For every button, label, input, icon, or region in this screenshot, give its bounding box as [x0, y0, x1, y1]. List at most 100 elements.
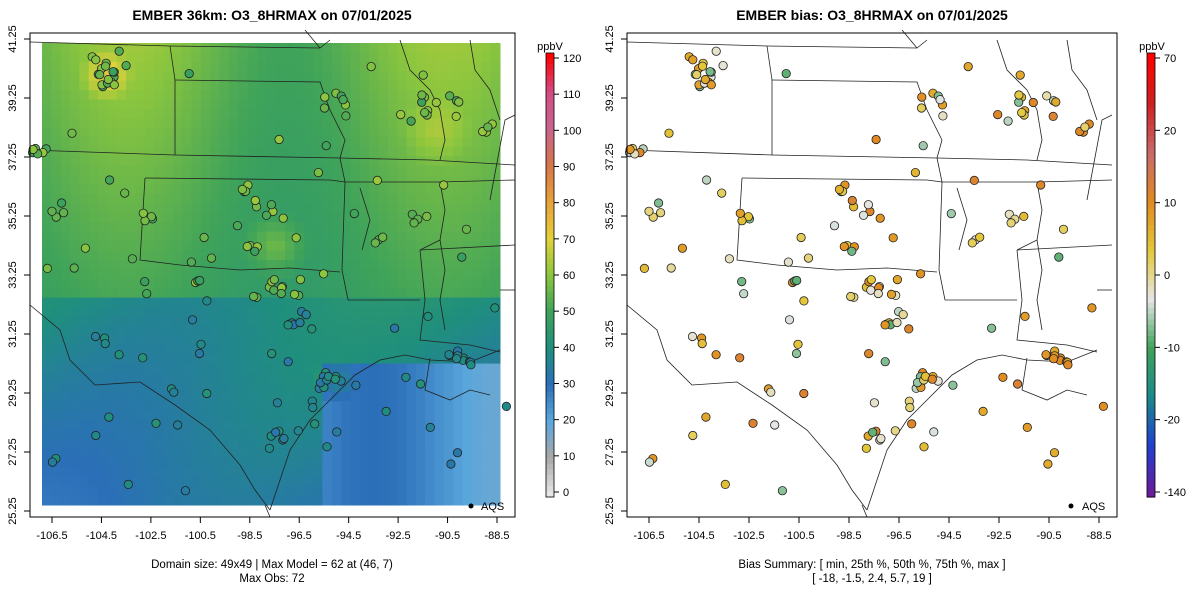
grid-cell: [88, 439, 99, 449]
grid-cell: [219, 382, 230, 393]
grid-cell: [238, 52, 249, 63]
grid-cell: [98, 354, 108, 365]
grid-cell: [135, 43, 146, 53]
grid-cell: [313, 410, 323, 421]
grid-cell: [191, 410, 202, 421]
grid-cell: [247, 297, 258, 308]
colorbar-tick-label: 0: [563, 487, 569, 499]
grid-cell: [490, 52, 501, 63]
grid-cell: [471, 109, 482, 119]
aqs-site: [272, 398, 282, 408]
aqs-site: [202, 388, 212, 399]
grid-cell: [359, 156, 370, 167]
grid-cell: [481, 165, 492, 176]
grid-cell: [210, 373, 221, 383]
grid-cell: [406, 467, 417, 478]
grid-cell: [228, 325, 239, 336]
grid-cell: [471, 429, 482, 440]
grid-cell: [378, 429, 389, 440]
grid-cell: [331, 241, 342, 251]
grid-cell: [378, 288, 389, 299]
grid-cell: [219, 316, 230, 327]
grid-cell: [228, 467, 239, 478]
aqs-site: [349, 209, 359, 219]
grid-cell: [210, 344, 221, 355]
x-tick-label: -94.5: [336, 530, 361, 542]
grid-cell: [490, 61, 501, 72]
colorbar-tick-label: -10: [1164, 342, 1180, 354]
grid-cell: [350, 344, 361, 355]
grid-cell: [51, 439, 62, 449]
grid-cell: [425, 61, 436, 72]
grid-cell: [415, 259, 426, 270]
grid-cell: [331, 193, 342, 204]
colorbar-segment: [1147, 147, 1155, 154]
colorbar-segment: [546, 302, 554, 309]
grid-cell: [322, 316, 333, 327]
grid-cell: [107, 203, 118, 214]
grid-cell: [387, 391, 398, 402]
colorbar-segment: [1147, 186, 1155, 193]
grid-cell: [406, 193, 417, 204]
grid-cell: [247, 307, 258, 317]
colorbar-segment: [546, 313, 554, 320]
grid-cell: [88, 344, 99, 355]
grid-cell: [443, 278, 454, 289]
grid-cell: [359, 241, 370, 251]
grid-cell: [313, 391, 323, 402]
aqs-site: [91, 430, 101, 441]
grid-cell: [135, 457, 146, 468]
grid-cell: [219, 193, 230, 204]
colorbar-segment: [1147, 391, 1155, 398]
grid-cell: [462, 429, 473, 440]
grid-cell: [490, 486, 501, 497]
aqs-site: [898, 309, 908, 320]
grid-cell: [341, 391, 351, 402]
grid-cell: [453, 127, 464, 138]
aqs-site: [876, 433, 886, 444]
grid-cell: [490, 231, 501, 242]
grid-cell: [294, 335, 305, 346]
grid-cell: [425, 90, 436, 101]
aqs-site: [718, 60, 728, 71]
grid-cell: [275, 43, 286, 53]
colorbar-segment: [546, 119, 554, 126]
aqs-site: [1049, 354, 1059, 364]
grid-cell: [331, 43, 342, 53]
aqs-site: [917, 92, 927, 102]
grid-cell: [247, 165, 258, 176]
grid-cell: [51, 344, 62, 355]
grid-cell: [247, 43, 258, 53]
aqs-site: [121, 60, 131, 71]
grid-cell: [471, 467, 482, 478]
grid-cell: [98, 344, 108, 355]
grid-cell: [378, 43, 389, 53]
grid-cell: [285, 401, 295, 412]
grid-cell: [490, 335, 501, 346]
grid-cell: [285, 118, 295, 129]
grid-cell: [135, 109, 146, 119]
grid-cell: [266, 250, 277, 261]
grid-cell: [387, 429, 398, 440]
grid-cell: [144, 363, 155, 374]
grid-cell: [434, 307, 445, 317]
grid-cell: [471, 410, 482, 421]
aqs-site: [28, 144, 38, 155]
grid-cell: [387, 43, 398, 53]
grid-cell: [191, 222, 202, 233]
grid-cell: [88, 212, 99, 223]
colorbar-segment: [546, 369, 554, 376]
grid-cell: [238, 61, 249, 72]
grid-cell: [256, 52, 267, 63]
grid-cell: [219, 61, 230, 72]
grid-cell: [42, 448, 52, 459]
grid-cell: [79, 288, 90, 299]
grid-cell: [210, 43, 221, 53]
aqs-site: [101, 61, 111, 71]
grid-cell: [88, 391, 99, 402]
colorbar-segment: [546, 408, 554, 415]
grid-cell: [144, 175, 155, 185]
grid-cell: [387, 212, 398, 223]
grid-cell: [434, 269, 445, 280]
aqs-site: [56, 198, 67, 208]
